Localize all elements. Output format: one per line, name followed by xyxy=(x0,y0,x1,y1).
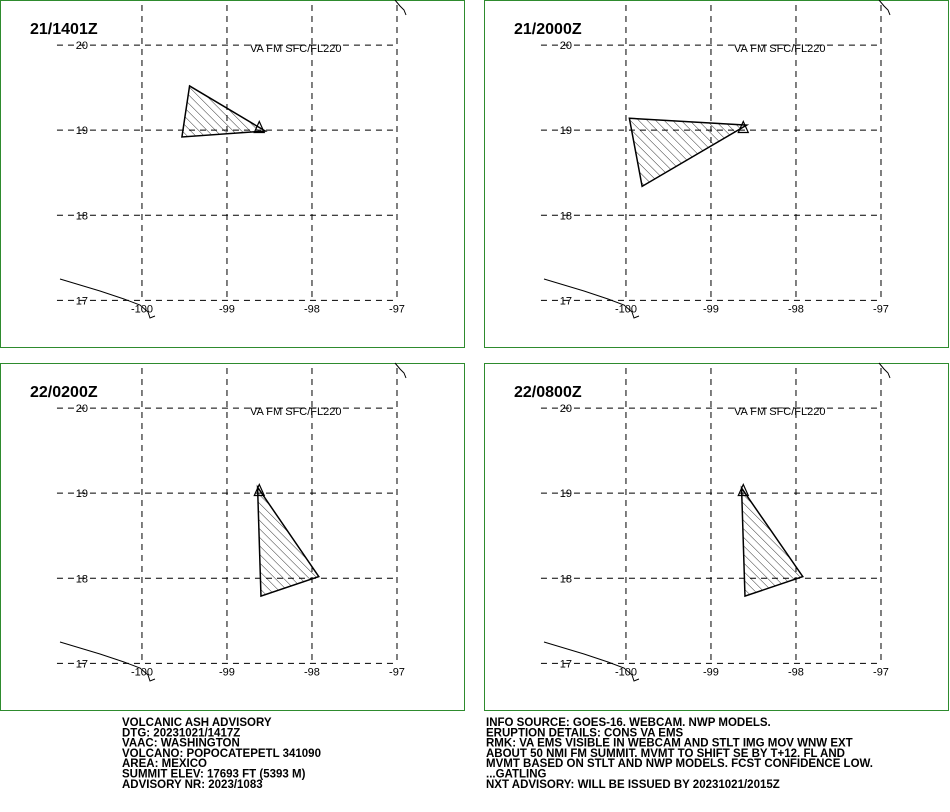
valid-time: 21/2000Z xyxy=(514,21,582,38)
lat-label: 20 xyxy=(560,403,572,415)
lat-label: 19 xyxy=(560,488,572,500)
advisory-line: MVMT BASED ON STLT AND NWP MODELS. FCST … xyxy=(486,758,873,770)
lat-label: 17 xyxy=(560,295,572,307)
lat-label: 19 xyxy=(560,125,572,137)
layer-label: VA FM SFC/FL220 xyxy=(250,43,342,55)
lat-label: 18 xyxy=(76,573,88,585)
lat-label: 20 xyxy=(560,40,572,52)
panel-border xyxy=(0,363,465,711)
volcano-marker xyxy=(253,483,266,497)
lon-label: -100 xyxy=(615,303,637,315)
advisory-line: RMK: VA EMS VISIBLE IN WEBCAM AND STLT I… xyxy=(486,738,853,750)
advisory-line: AREA: MEXICO xyxy=(122,758,207,770)
coastline xyxy=(878,0,891,16)
coastline xyxy=(59,278,156,319)
map-panel: -100 -99 -98 -97 20 19 18 17 22/0200Z VA FM SFC/F… xyxy=(0,362,465,711)
lon-label: -100 xyxy=(131,666,153,678)
lat-label: 17 xyxy=(76,295,88,307)
map-panel: -100 -99 -98 -97 20 19 18 17 21/1401Z VA FM SFC/F… xyxy=(0,0,465,348)
lat-label: 18 xyxy=(76,210,88,222)
advisory-line: ERUPTION DETAILS: CONS VA EMS xyxy=(486,727,684,739)
advisory-line: ABOUT 50 NMI FM SUMMIT. MVMT TO SHIFT SE… xyxy=(486,748,845,760)
lon-label: -98 xyxy=(788,303,804,315)
coastline xyxy=(59,641,156,682)
lon-label: -99 xyxy=(703,303,719,315)
panel-border xyxy=(484,363,949,711)
lon-label: -98 xyxy=(304,666,320,678)
lon-label: -100 xyxy=(615,666,637,678)
advisory-line: SUMMIT ELEV: 17693 FT (5393 M) xyxy=(122,769,306,781)
advisory-line: INFO SOURCE: GOES-16. WEBCAM. NWP MODELS… xyxy=(486,717,771,729)
ash-cloud xyxy=(628,117,750,188)
lat-label: 17 xyxy=(560,658,572,670)
volcano-marker xyxy=(253,120,266,134)
lon-label: -97 xyxy=(389,666,405,678)
coastline xyxy=(394,362,407,379)
advisory-line: VAAC: WASHINGTON xyxy=(122,738,240,750)
lon-label: -97 xyxy=(389,303,405,315)
lon-label: -100 xyxy=(131,303,153,315)
layer-label: VA FM SFC/FL220 xyxy=(734,406,826,418)
layer-label: VA FM SFC/FL220 xyxy=(734,43,826,55)
lon-label: -97 xyxy=(873,303,889,315)
ash-cloud xyxy=(740,485,804,598)
ash-cloud xyxy=(256,484,320,598)
panel-border xyxy=(0,0,465,348)
volcano-marker xyxy=(737,120,750,134)
coastline xyxy=(543,278,640,319)
lon-label: -98 xyxy=(788,666,804,678)
map-panel: -100 -99 -98 -97 20 19 18 17 21/2000Z VA FM SFC/F… xyxy=(484,0,949,348)
advisory-line: DTG: 20231021/1417Z xyxy=(122,727,240,739)
lat-label: 17 xyxy=(76,658,88,670)
valid-time: 21/1401Z xyxy=(30,21,98,38)
valid-time: 22/0800Z xyxy=(514,384,582,401)
coastline xyxy=(543,641,640,682)
coastline xyxy=(878,362,891,379)
map-panel: -100 -99 -98 -97 20 19 18 17 22/0800Z VA FM SFC/F… xyxy=(484,362,949,711)
ash-cloud xyxy=(181,84,268,138)
lat-label: 19 xyxy=(76,125,88,137)
lon-label: -99 xyxy=(703,666,719,678)
lat-label: 18 xyxy=(560,210,572,222)
advisory-line: VOLCANIC ASH ADVISORY xyxy=(122,717,272,729)
lat-label: 20 xyxy=(76,40,88,52)
advisory-line: ...GATLING xyxy=(486,769,547,781)
lon-label: -99 xyxy=(219,666,235,678)
lat-label: 20 xyxy=(76,403,88,415)
layer-label: VA FM SFC/FL220 xyxy=(250,406,342,418)
lon-label: -98 xyxy=(304,303,320,315)
advisory-line: ADVISORY NR: 2023/1083 xyxy=(122,779,263,791)
valid-time: 22/0200Z xyxy=(30,384,98,401)
lat-label: 19 xyxy=(76,488,88,500)
lat-label: 18 xyxy=(560,573,572,585)
advisory-line: VOLCANO: POPOCATEPETL 341090 xyxy=(122,748,321,760)
volcano-marker xyxy=(737,483,750,497)
lon-label: -99 xyxy=(219,303,235,315)
lon-label: -97 xyxy=(873,666,889,678)
panel-border xyxy=(484,0,949,348)
advisory-line: NXT ADVISORY: WILL BE ISSUED BY 20231021… xyxy=(486,779,780,791)
coastline xyxy=(394,0,407,16)
